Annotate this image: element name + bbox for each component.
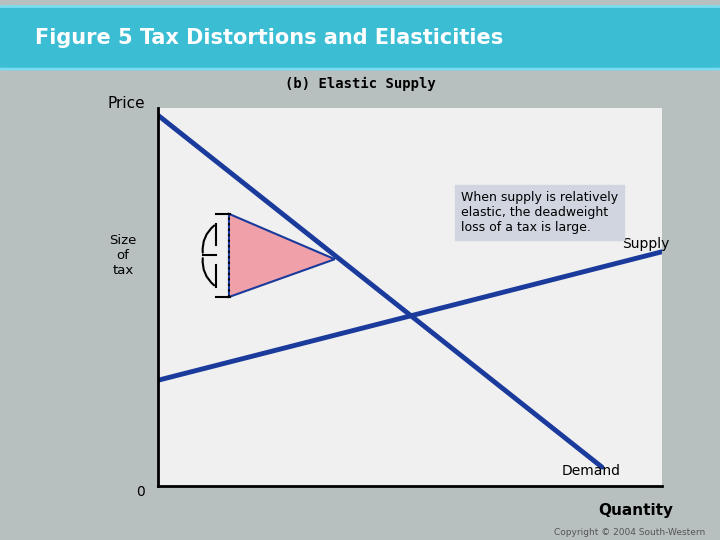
Text: When supply is relatively
elastic, the deadweight
loss of a tax is large.: When supply is relatively elastic, the d…	[461, 191, 618, 234]
Text: Quantity: Quantity	[598, 503, 673, 518]
Polygon shape	[229, 214, 335, 297]
Text: Size
of
tax: Size of tax	[109, 234, 137, 277]
Text: Copyright © 2004 South-Western: Copyright © 2004 South-Western	[554, 528, 706, 537]
FancyBboxPatch shape	[0, 6, 720, 69]
Text: Price: Price	[107, 96, 145, 111]
Text: 0: 0	[136, 485, 145, 500]
Text: Demand: Demand	[562, 464, 621, 478]
Text: (b) Elastic Supply: (b) Elastic Supply	[284, 77, 436, 91]
Text: Supply: Supply	[622, 237, 670, 251]
Text: Figure 5 Tax Distortions and Elasticities: Figure 5 Tax Distortions and Elasticitie…	[35, 28, 503, 48]
